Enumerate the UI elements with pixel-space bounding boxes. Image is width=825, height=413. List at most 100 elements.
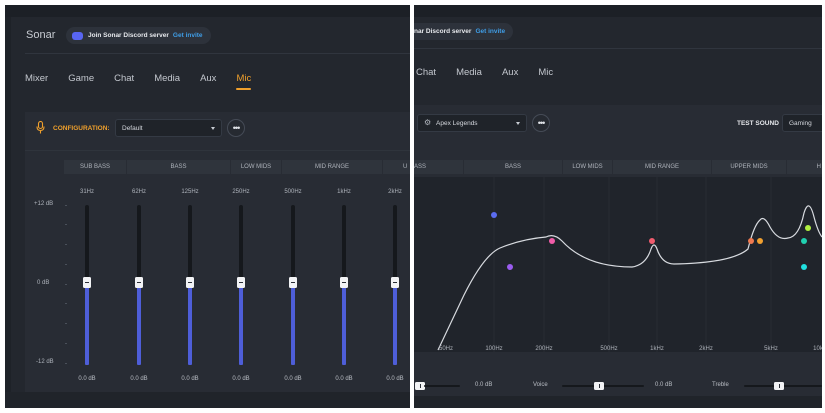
tab-chat[interactable]: Chat <box>114 73 135 84</box>
discord-banner-text: nar Discord server <box>414 28 472 35</box>
x-axis-label: 50Hz <box>438 346 454 352</box>
eq-slider-thumb[interactable] <box>391 277 399 288</box>
header-divider <box>414 48 822 49</box>
eq-value: 0.0 dB <box>335 376 353 382</box>
eq-point-handle[interactable] <box>801 238 807 244</box>
test-sound-selected: Gaming <box>789 119 812 127</box>
db-axis-bottom: -12 dB <box>36 359 54 365</box>
eq-point-handle[interactable] <box>491 212 497 218</box>
eq-slider-fill <box>137 282 141 365</box>
band-mid-range: MID RANGE <box>282 160 382 174</box>
db-axis-mid: 0 dB <box>37 280 50 286</box>
discord-banner-text: Join Sonar Discord server <box>88 32 169 39</box>
tab-mic[interactable]: Mic <box>538 67 554 78</box>
eq-point-handle[interactable] <box>649 238 655 244</box>
eq-graph[interactable]: 50Hz 100Hz 200Hz 500Hz 1kHz 2kHz 5kHz 10… <box>414 177 822 352</box>
preset-select[interactable]: ⚙ Apex Legends <box>417 114 527 132</box>
window-top-strip <box>5 5 410 17</box>
eq-slider-fill <box>291 282 295 365</box>
band-bass: BASS <box>127 160 230 174</box>
band-high: H <box>787 160 822 174</box>
x-axis-label: 500Hz <box>600 346 618 352</box>
eq-value: 0.0 dB <box>181 376 199 382</box>
eq-slider-fill <box>188 282 192 365</box>
eq-point-handle[interactable] <box>507 264 513 270</box>
main-tabs: Chat Media Aux Mic <box>416 67 553 78</box>
eq-slider-fill <box>342 282 346 365</box>
equalizer-card: CONFIGURATION: Default ••• SUB BASS BASS… <box>25 112 410 392</box>
eq-point-handle[interactable] <box>748 238 754 244</box>
tab-aux[interactable]: Aux <box>501 67 519 78</box>
freq-label: 2kHz <box>388 189 402 195</box>
eq-slider-thumb[interactable] <box>340 277 348 288</box>
right-footer <box>414 396 822 408</box>
get-invite-link[interactable]: Get invite <box>172 32 203 39</box>
equalizer-card: ⚙ Apex Legends ••• TEST SOUND Gaming ASS… <box>414 105 822 405</box>
freq-label: 125Hz <box>181 189 199 195</box>
treble-label: Treble <box>712 382 729 388</box>
configuration-label: CONFIGURATION: <box>53 125 110 132</box>
band-sub-bass: SUB BASS <box>64 160 126 174</box>
bass-value: 0.0 dB <box>475 382 493 388</box>
bass-slider-track[interactable] <box>424 385 460 387</box>
eq-slider-thumb[interactable] <box>83 277 91 288</box>
eq-slider-thumb[interactable] <box>289 277 297 288</box>
eq-curve <box>437 177 822 352</box>
tab-chat[interactable]: Chat <box>416 67 437 78</box>
discord-banner[interactable]: nar Discord server Get invite <box>414 23 514 40</box>
eq-value: 0.0 dB <box>232 376 250 382</box>
voice-value: 0.0 dB <box>655 382 673 388</box>
more-options-button[interactable]: ••• <box>532 114 550 132</box>
discord-banner[interactable]: Join Sonar Discord server Get invite <box>66 27 211 44</box>
eq-slider-fill <box>393 282 397 365</box>
band-header: SUB BASS BASS LOW MIDS MID RANGE U <box>64 160 410 174</box>
configuration-select[interactable]: Default <box>115 119 222 137</box>
main-tabs: Mixer Game Chat Media Aux Mic <box>25 73 252 90</box>
tab-media[interactable]: Media <box>154 73 181 84</box>
voice-label: Voice <box>533 382 548 388</box>
eq-value: 0.0 dB <box>130 376 148 382</box>
tab-aux[interactable]: Aux <box>200 73 217 84</box>
freq-label: 1kHz <box>337 189 351 195</box>
eq-point-handle[interactable] <box>805 225 811 231</box>
test-sound-select[interactable]: Gaming <box>782 114 822 132</box>
eq-point-handle[interactable] <box>801 264 807 270</box>
freq-label: 500Hz <box>284 189 302 195</box>
band-upper-mids: UPPER MIDS <box>712 160 786 174</box>
band-header: ASS BASS LOW MIDS MID RANGE UPPER MIDS H <box>414 160 822 174</box>
eq-slider-fill <box>239 282 243 365</box>
x-axis-label: 100Hz <box>485 346 503 352</box>
tab-mixer[interactable]: Mixer <box>25 73 49 84</box>
eq-point-handle[interactable] <box>549 238 555 244</box>
freq-label: 31Hz <box>79 189 95 195</box>
header-divider <box>25 53 410 54</box>
eq-value: 0.0 dB <box>386 376 404 382</box>
band-upper: U <box>383 160 410 174</box>
get-invite-link[interactable]: Get invite <box>475 28 506 35</box>
eq-slider-thumb[interactable] <box>237 277 245 288</box>
freq-label: 62Hz <box>131 189 147 195</box>
chevron-down-icon <box>211 127 215 130</box>
card-divider <box>25 150 410 151</box>
microphone-icon <box>36 121 45 134</box>
eq-value: 0.0 dB <box>78 376 96 382</box>
x-axis-label: 200Hz <box>535 346 553 352</box>
band-sub-bass: ASS <box>414 160 463 174</box>
bass-slider-thumb[interactable] <box>415 382 425 390</box>
freq-label: 250Hz <box>232 189 250 195</box>
eq-point-handle[interactable] <box>757 238 763 244</box>
tab-media[interactable]: Media <box>456 67 482 78</box>
more-options-button[interactable]: ••• <box>227 119 245 137</box>
x-axis-label: 5kHz <box>764 346 778 352</box>
eq-value: 0.0 dB <box>284 376 302 382</box>
eq-slider-fill <box>85 282 89 365</box>
configuration-selected: Default <box>122 124 143 132</box>
preset-selected: Apex Legends <box>436 119 478 127</box>
treble-slider-thumb[interactable] <box>774 382 784 390</box>
tab-mic[interactable]: Mic <box>236 73 252 90</box>
sidebar-edge <box>5 17 11 408</box>
eq-slider-thumb[interactable] <box>135 277 143 288</box>
voice-slider-thumb[interactable] <box>594 382 604 390</box>
tab-game[interactable]: Game <box>68 73 95 84</box>
eq-slider-thumb[interactable] <box>186 277 194 288</box>
